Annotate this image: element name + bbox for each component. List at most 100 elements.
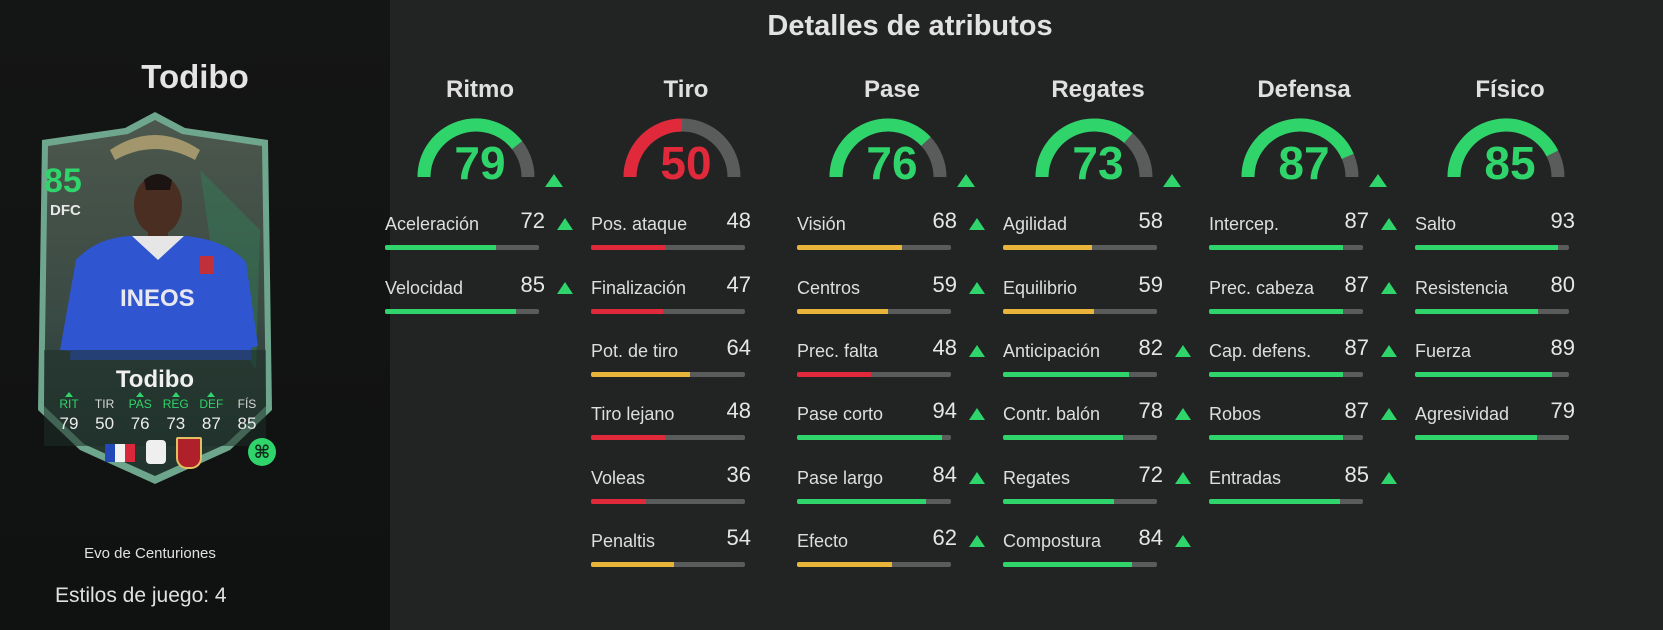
card-stat-label: REG [162, 392, 189, 411]
player-card[interactable]: INEOS 85 DFC Todibo RIT 79 TIR 50 PAS 76 REG 73… [20, 110, 290, 486]
category-gauge: 73 [1003, 112, 1193, 200]
attribute-bar-fill [797, 435, 942, 440]
attribute-bar-fill [1003, 562, 1133, 567]
attribute-bar-fill [591, 499, 647, 504]
club-crest-icon [176, 437, 202, 469]
attribute-bar-track [797, 499, 951, 504]
attribute-value: 62 [932, 525, 957, 550]
attribute-row[interactable]: Pase largo 84 [797, 460, 987, 520]
upgrade-arrow-icon [969, 472, 985, 484]
attribute-row[interactable]: Agresividad 79 [1415, 396, 1605, 456]
category-value: 50 [660, 137, 712, 189]
attribute-label: Pos. ataque [591, 214, 688, 234]
attribute-bar-track [1003, 435, 1157, 440]
attribute-bar-track [385, 309, 539, 314]
evolution-name: Evo de Centuriones [84, 545, 216, 562]
attribute-row[interactable]: Contr. balón 78 [1003, 396, 1193, 456]
attribute-bar-track [1415, 372, 1569, 377]
gauge-arc [829, 118, 947, 178]
attribute-row[interactable]: Compostura 84 [1003, 523, 1193, 583]
attribute-bar-track [591, 435, 745, 440]
attribute-row[interactable]: Anticipación 82 [1003, 333, 1193, 393]
gauge-arc [623, 118, 741, 178]
upgrade-arrow-icon [969, 282, 985, 294]
attribute-bar-fill [1003, 499, 1114, 504]
attribute-label: Prec. cabeza [1209, 278, 1315, 298]
attribute-row[interactable]: Agilidad 58 [1003, 206, 1193, 266]
attribute-row[interactable]: Prec. falta 48 [797, 333, 987, 393]
attribute-row[interactable]: Tiro lejano 48 [591, 396, 781, 456]
attribute-row[interactable]: Pot. de tiro 64 [591, 333, 781, 393]
attribute-value: 48 [726, 398, 751, 423]
card-stat-label: PAS [125, 392, 155, 411]
attribute-value: 87 [1344, 335, 1369, 360]
attribute-label: Intercep. [1209, 214, 1280, 234]
attribute-row[interactable]: Penaltis 54 [591, 523, 781, 583]
attribute-value: 54 [726, 525, 751, 550]
card-stat-fís: FÍS 85 [232, 397, 262, 434]
category-regates: Regates 73 [1003, 76, 1193, 200]
attribute-row[interactable]: Cap. defens. 87 [1209, 333, 1399, 393]
attribute-bar-track [797, 435, 951, 440]
category-name: Físico [1475, 76, 1545, 103]
upgrade-arrow-icon [1175, 472, 1191, 484]
attribute-row[interactable]: Intercep. 87 [1209, 206, 1399, 266]
attribute-label: Voleas [591, 468, 646, 488]
attribute-row[interactable]: Salto 93 [1415, 206, 1605, 266]
attribute-row[interactable]: Visión 68 [797, 206, 987, 266]
card-player-name: Todibo [115, 366, 195, 393]
attribute-bar-fill [591, 562, 675, 567]
attribute-row[interactable]: Pos. ataque 48 [591, 206, 781, 266]
attribute-bar-track [591, 372, 745, 377]
attribute-row[interactable]: Efecto 62 [797, 523, 987, 583]
attribute-row[interactable]: Resistencia 80 [1415, 270, 1605, 330]
gauge-fill [1241, 118, 1354, 178]
player-name-title: Todibo [141, 58, 249, 95]
gauge-fill [417, 118, 523, 178]
france-flag-icon [105, 444, 135, 462]
card-stat-pas: PAS 76 [125, 392, 155, 434]
attribute-label: Prec. falta [797, 341, 879, 361]
attribute-row[interactable]: Pase corto 94 [797, 396, 987, 456]
attribute-row[interactable]: Finalización 47 [591, 270, 781, 330]
attribute-value: 87 [1344, 208, 1369, 233]
gauge-fill [1447, 118, 1559, 178]
attribute-label: Contr. balón [1003, 404, 1101, 424]
card-stat-value: 50 [95, 414, 115, 433]
attribute-bar-fill [1003, 309, 1094, 314]
attribute-bar-track [1003, 372, 1157, 377]
upgrade-arrow-icon [557, 282, 573, 294]
details-title: Detalles de atributos [767, 10, 1053, 42]
attribute-value: 48 [726, 208, 751, 233]
attribute-label: Agilidad [1003, 214, 1068, 234]
attribute-row[interactable]: Equilibrio 59 [1003, 270, 1193, 330]
attributes-panel [390, 0, 1663, 630]
category-value: 76 [866, 137, 918, 189]
category-name: Pase [863, 76, 921, 103]
upgrade-arrow-icon [1381, 472, 1397, 484]
card-stats: RIT 79 TIR 50 PAS 76 REG 73 DEF 87 FÍS 85 [54, 392, 262, 434]
attribute-row[interactable]: Robos 87 [1209, 396, 1399, 456]
attribute-bar-fill [1415, 435, 1537, 440]
attribute-bar-fill [1003, 245, 1093, 250]
attribute-row[interactable]: Voleas 36 [591, 460, 781, 520]
attribute-value: 68 [932, 208, 957, 233]
attribute-row[interactable]: Centros 59 [797, 270, 987, 330]
attribute-label: Efecto [797, 531, 849, 551]
attribute-row[interactable]: Regates 72 [1003, 460, 1193, 520]
upgrade-arrow-icon [969, 218, 985, 230]
attribute-row[interactable]: Prec. cabeza 87 [1209, 270, 1399, 330]
attribute-label: Penaltis [591, 531, 656, 551]
upgrade-arrow-icon [545, 174, 563, 187]
attribute-row[interactable]: Velocidad 85 [385, 270, 575, 330]
gauge-arc [417, 118, 535, 178]
attribute-value: 59 [932, 272, 957, 297]
attribute-label: Cap. defens. [1209, 341, 1312, 361]
attribute-row[interactable]: Entradas 85 [1209, 460, 1399, 520]
attribute-row[interactable]: Aceleración 72 [385, 206, 575, 266]
attribute-value: 36 [726, 462, 751, 487]
attribute-bar-track [1415, 435, 1569, 440]
attribute-value: 84 [932, 462, 957, 487]
attribute-row[interactable]: Fuerza 89 [1415, 333, 1605, 393]
playstyles-count[interactable]: Estilos de juego: 4 [55, 584, 227, 607]
